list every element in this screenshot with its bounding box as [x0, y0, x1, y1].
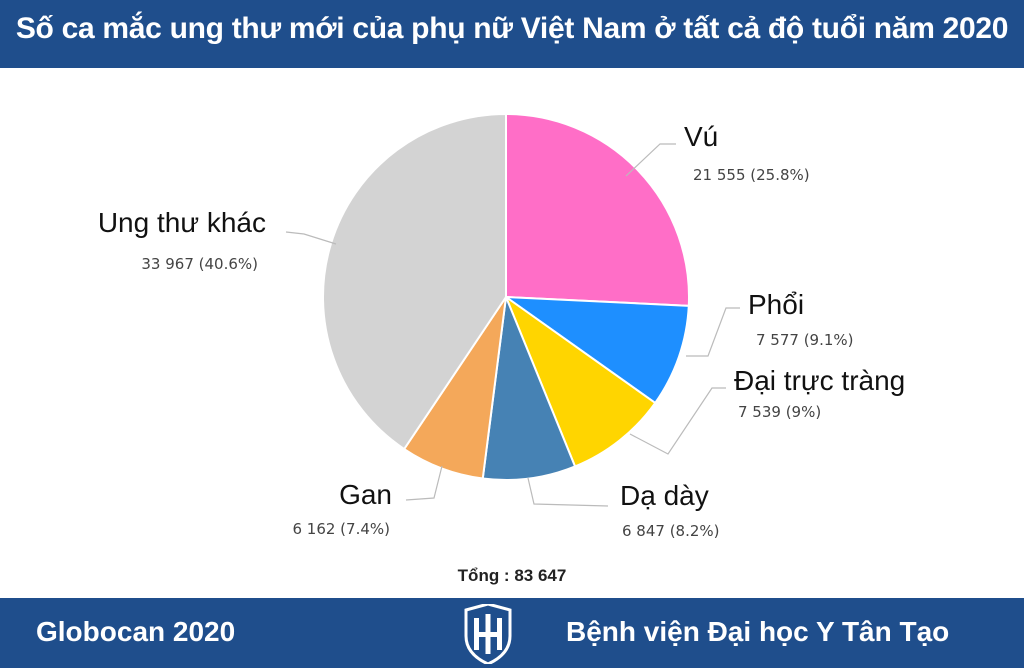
leader-line-3: [629, 387, 726, 455]
source-label: Globocan 2020: [36, 616, 236, 647]
header-bar: Số ca mắc ung thư mới của phụ nữ Việt Na…: [0, 0, 1024, 68]
slice-label-1: Vú: [684, 121, 718, 152]
slice-label-4: Dạ dày: [620, 480, 709, 511]
leader-line-1: [625, 143, 676, 177]
slice-value-2: 7 577 (9.1%): [756, 331, 854, 349]
pie-slice-3: [503, 294, 657, 468]
leader-line-6: [285, 231, 337, 245]
slice-value-4: 6 847 (8.2%): [622, 522, 720, 540]
hospital-name: Bệnh viện Đại học Y Tân Tạo: [566, 616, 950, 647]
pie-slice-4: [481, 293, 577, 481]
slice-value-1: 21 555 (25.8%): [693, 166, 810, 184]
slice-value-6: 33 967 (40.6%): [141, 255, 258, 273]
slice-value-3: 7 539 (9%): [738, 403, 821, 421]
leader-line-5: [405, 465, 443, 501]
pie-slice-6: [322, 112, 507, 451]
slice-label-3: Đại trực tràng: [734, 365, 905, 396]
slice-label-5: Gan: [339, 479, 392, 510]
slice-label-6: Ung thư khác: [98, 207, 266, 238]
leader-line-2: [686, 307, 740, 357]
leader-line-4: [527, 477, 609, 507]
pie-slice-2: [502, 295, 690, 405]
slice-value-5: 6 162 (7.4%): [292, 520, 390, 538]
footer-bar: Globocan 2020 Bệnh viện Đại học Y Tân Tạ…: [0, 598, 1024, 668]
total-label: Tổng : 83 647: [457, 566, 567, 585]
slice-label-2: Phổi: [748, 289, 804, 320]
pie-slice-1: [505, 112, 690, 307]
page-title: Số ca mắc ung thư mới của phụ nữ Việt Na…: [15, 12, 1009, 45]
hospital-logo-icon: [464, 604, 512, 664]
pie-chart: Vú 21 555 (25.8%) Phổi 7 577 (9.1%) Đại trực…: [98, 112, 905, 540]
